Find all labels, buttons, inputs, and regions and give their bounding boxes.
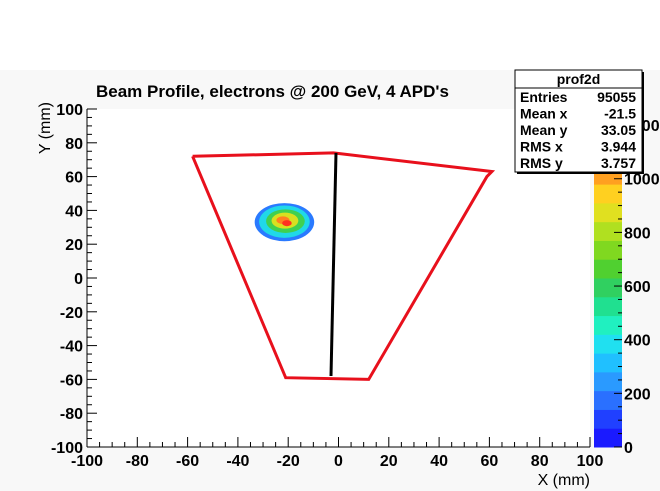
colorbar-segment xyxy=(594,428,622,448)
colorbar-tick-label: 0 xyxy=(624,440,633,457)
colorbar-segment xyxy=(594,409,622,429)
x-tick-label: 60 xyxy=(481,453,499,470)
detector-outline xyxy=(191,151,496,381)
y-tick-label: 40 xyxy=(65,203,83,220)
stats-row-label: RMS y xyxy=(520,155,563,171)
y-tick-label: 100 xyxy=(56,102,83,119)
stats-box-title: prof2d xyxy=(557,71,601,87)
y-tick-label: 0 xyxy=(74,271,83,288)
colorbar-segment xyxy=(594,353,622,373)
y-tick-label: 20 xyxy=(65,237,83,254)
apd-divider xyxy=(329,152,338,377)
colorbar-segment xyxy=(594,296,622,317)
x-tick-label: -20 xyxy=(277,453,300,470)
plot-area xyxy=(87,109,590,447)
y-tick-label: -60 xyxy=(60,372,83,389)
colorbar-segment xyxy=(594,202,622,223)
stats-row-label: RMS x xyxy=(520,139,563,155)
x-tick-label: 0 xyxy=(334,453,343,470)
y-tick-label: -40 xyxy=(60,339,83,356)
hotspot-peak xyxy=(282,220,292,227)
colorbar-segment xyxy=(594,240,622,260)
stats-row-value: 95055 xyxy=(597,89,636,105)
colorbar-segment xyxy=(594,390,622,410)
x-tick-label: 40 xyxy=(430,453,448,470)
colorbar-segment xyxy=(594,259,622,279)
colorbar-segment xyxy=(594,221,622,241)
colorbar-segment xyxy=(594,278,622,298)
colorbar-tick-label: 1000 xyxy=(624,172,660,189)
y-tick-label: 80 xyxy=(65,136,83,153)
colorbar-tick-label: 200 xyxy=(624,386,651,403)
y-tick-label: -20 xyxy=(60,305,83,322)
colorbar-segment xyxy=(594,371,622,392)
y-tick-label: -80 xyxy=(60,406,83,423)
stats-row-value: -21.5 xyxy=(604,106,636,122)
stats-row-label: Mean x xyxy=(520,106,568,122)
stats-row-value: 3.944 xyxy=(601,139,636,155)
x-tick-label: -40 xyxy=(226,453,249,470)
x-tick-label: 100 xyxy=(577,453,604,470)
stats-row-value: 3.757 xyxy=(601,155,636,171)
stats-row-value: 33.05 xyxy=(601,122,636,138)
x-tick-label: -60 xyxy=(176,453,199,470)
x-axis-label: X (mm) xyxy=(538,472,590,489)
stats-box xyxy=(514,69,643,173)
y-tick-label: -100 xyxy=(51,440,83,457)
x-tick-label: 80 xyxy=(531,453,549,470)
y-tick-label: 60 xyxy=(65,170,83,187)
x-tick-label: -80 xyxy=(126,453,149,470)
stats-row-label: Mean y xyxy=(520,122,568,138)
colorbar-tick-label: 800 xyxy=(624,225,651,242)
x-tick-label: -100 xyxy=(71,453,103,470)
chart-title: Beam Profile, electrons @ 200 GeV, 4 APD… xyxy=(96,82,449,101)
colorbar-segment xyxy=(594,334,622,354)
colorbar-segment xyxy=(594,184,622,204)
colorbar-tick-label: 600 xyxy=(624,279,651,296)
colorbar-tick-label: 400 xyxy=(624,333,651,350)
y-axis-label: Y (mm) xyxy=(37,102,54,154)
stats-row-label: Entries xyxy=(520,89,568,105)
colorbar-segment xyxy=(594,315,622,335)
x-tick-label: 20 xyxy=(380,453,398,470)
